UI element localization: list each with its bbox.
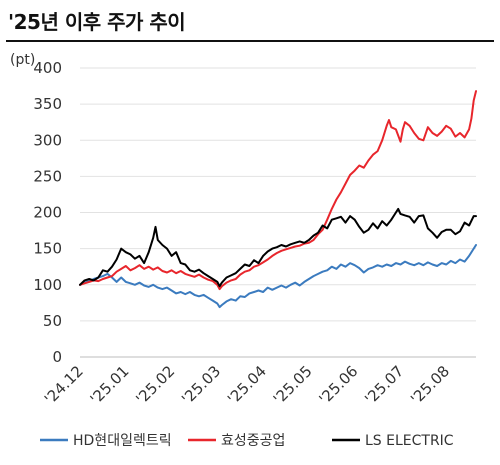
x-tick-label: '25.01 xyxy=(87,362,133,408)
x-tick-label: '25.04 xyxy=(224,362,270,408)
x-tick-label: '24.12 xyxy=(41,362,87,408)
y-tick-label: 0 xyxy=(52,348,62,366)
x-tick-label: '25.05 xyxy=(270,362,316,408)
legend-label: LS ELECTRIC xyxy=(365,433,454,449)
x-axis-ticks: '24.12'25.01'25.02'25.03'25.04'25.05'25.… xyxy=(41,362,453,408)
x-tick-label: '25.08 xyxy=(407,362,453,408)
legend-label: 효성중공업 xyxy=(221,433,285,449)
y-tick-label: 150 xyxy=(33,240,62,258)
y-tick-label: 350 xyxy=(33,95,62,113)
chart-title: '25년 이후 주가 추이 xyxy=(8,10,186,34)
series-line-0 xyxy=(79,244,477,309)
series-line-1 xyxy=(79,90,477,291)
x-tick-label: '25.06 xyxy=(315,362,361,408)
y-tick-label: 300 xyxy=(33,131,62,149)
y-tick-label: 100 xyxy=(33,276,62,294)
y-tick-label: 400 xyxy=(33,59,62,77)
y-gridlines xyxy=(80,67,476,358)
title-underline xyxy=(6,40,494,42)
y-axis-unit-label: (pt) xyxy=(10,52,35,68)
legend: HD현대일렉트릭 효성중공업 LS ELECTRIC xyxy=(40,433,454,449)
y-tick-label: 50 xyxy=(43,312,62,330)
x-tick-label: '25.03 xyxy=(178,362,224,408)
series-lines xyxy=(79,90,477,309)
x-tick-label: '25.07 xyxy=(361,362,407,408)
y-axis-ticks: 0 50 100 150 200 250 300 350 400 xyxy=(33,59,62,366)
y-tick-label: 200 xyxy=(33,204,62,222)
series-line-2 xyxy=(79,207,477,288)
y-tick-label: 250 xyxy=(33,167,62,185)
legend-label: HD현대일렉트릭 xyxy=(73,433,172,449)
x-tick-label: '25.02 xyxy=(132,362,178,408)
